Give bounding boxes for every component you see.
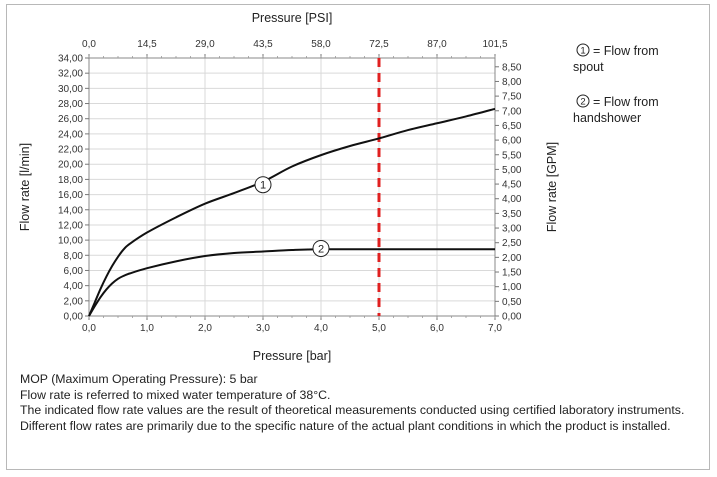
x-tick-label: 1,0 [140,323,154,334]
series-1-marker-label: 1 [260,180,266,192]
y-right-tick-label: 8,00 [502,77,522,88]
y-right-tick-label: 1,50 [502,268,522,279]
legend-2-line-2: handshower [573,111,641,125]
y-tick-label: 12,00 [58,220,83,231]
left-axis-ticks: 0,00 2,00 4,00 6,00 8,00 10,00 12,00 14,00 16,00… [58,54,89,323]
x-tick-label: 2,0 [198,323,212,334]
note-plant-conditions: Different flow rates are primarily due t… [20,418,671,433]
y-tick-label: 18,00 [58,175,83,186]
x-top-tick-label: 43,5 [253,39,273,50]
y-axis-title: Flow rate [l/min] [18,143,32,231]
legend-1-line-2: spout [573,60,604,74]
y-right-tick-label: 2,00 [502,253,522,264]
legend-1-line-1: = Flow from [593,44,659,58]
y-tick-label: 0,00 [64,312,84,323]
x-tick-label: 0,0 [82,323,96,334]
y-right-tick-label: 5,00 [502,165,522,176]
y-tick-label: 2,00 [64,296,84,307]
y-right-tick-label: 2,50 [502,238,522,249]
plot-area [88,57,496,317]
y-tick-label: 24,00 [58,129,83,140]
x-top-tick-label: 101,5 [482,39,507,50]
y-tick-label: 28,00 [58,99,83,110]
y-tick-label: 8,00 [64,251,84,262]
legend-2-line-1: = Flow from [593,95,659,109]
horizontal-gridlines [89,72,495,302]
bottom-axis-ticks: 0,0 1,0 2,0 3,0 4,0 5,0 6,0 7,0 [82,316,502,334]
y-right-tick-label: 5,50 [502,150,522,161]
right-axis-ticks: 0,00 0,50 1,00 1,50 2,00 2,50 3,00 3,50 4,00 4,50… [495,62,522,323]
x-top-tick-label: 87,0 [427,39,447,50]
x-top-tick-label: 14,5 [137,39,157,50]
x-tick-label: 5,0 [372,323,386,334]
y-right-tick-label: 0,50 [502,297,522,308]
y-tick-label: 10,00 [58,236,83,247]
x-tick-label: 3,0 [256,323,270,334]
series-2-marker [312,239,330,257]
y-tick-label: 6,00 [64,266,84,277]
y-right-tick-label: 7,50 [502,92,522,103]
y-tick-label: 4,00 [64,281,84,292]
y-tick-label: 32,00 [58,69,83,80]
y-right-tick-label: 1,00 [502,282,522,293]
series-layer: 12 [88,107,496,317]
y-tick-label: 30,00 [58,84,83,95]
y-right-tick-label: 8,50 [502,62,522,73]
y-tick-label: 22,00 [58,145,83,156]
x-tick-label: 4,0 [314,323,328,334]
note-mop: MOP (Maximum Operating Pressure): 5 bar [20,372,258,386]
y-right-tick-label: 3,50 [502,209,522,220]
legend-entry-2: 2 = Flow from handshower [573,94,659,125]
y-right-tick-label: 7,00 [502,106,522,117]
x-top-axis-title: Pressure [PSI] [252,11,333,25]
series-2-marker-label: 2 [318,243,324,255]
y-right-tick-label: 4,00 [502,194,522,205]
y-right-tick-label: 3,00 [502,224,522,235]
top-axis-ticks: 0,0 14,5 29,0 43,5 58,0 72,5 87,0 101,5 [82,39,508,58]
series-1-marker [254,176,272,194]
x-top-tick-label: 0,0 [82,39,96,50]
y-right-axis-title: Flow rate [GPM] [545,142,559,232]
legend: 1 = Flow from spout 2 = Flow from handsh… [573,43,659,125]
x-axis-title: Pressure [bar] [253,349,332,363]
chart-frame [6,4,710,470]
note-measurements: The indicated flow rate values are the r… [20,403,685,418]
y-tick-label: 26,00 [58,114,83,125]
y-right-tick-label: 6,50 [502,121,522,132]
x-tick-label: 7,0 [488,323,502,334]
x-tick-label: 6,0 [430,323,444,334]
legend-marker-1-label: 1 [580,46,585,57]
x-top-tick-label: 58,0 [311,39,331,50]
y-tick-label: 14,00 [58,205,83,216]
note-temperature: Flow rate is referred to mixed water tem… [20,387,331,402]
x-top-tick-label: 72,5 [369,39,389,50]
legend-marker-2 [576,94,590,108]
y-tick-label: 16,00 [58,190,83,201]
x-top-tick-label: 29,0 [195,39,215,50]
y-right-tick-label: 4,50 [502,180,522,191]
flow-rate-chart: 0,002,004,006,008,0010,0012,0014,0016,00… [18,11,659,363]
notes-block: MOP (Maximum Operating Pressure): 5 bar … [20,372,700,434]
y-right-tick-label: 0,00 [502,312,522,323]
series-1-line [88,107,496,317]
y-right-tick-label: 6,00 [502,136,522,147]
legend-marker-1 [576,43,590,57]
y-tick-label: 34,00 [58,54,83,65]
legend-marker-2-label: 2 [580,97,585,108]
plot-background [89,58,495,316]
legend-entry-1: 1 = Flow from spout [573,43,659,74]
y-tick-label: 20,00 [58,160,83,171]
